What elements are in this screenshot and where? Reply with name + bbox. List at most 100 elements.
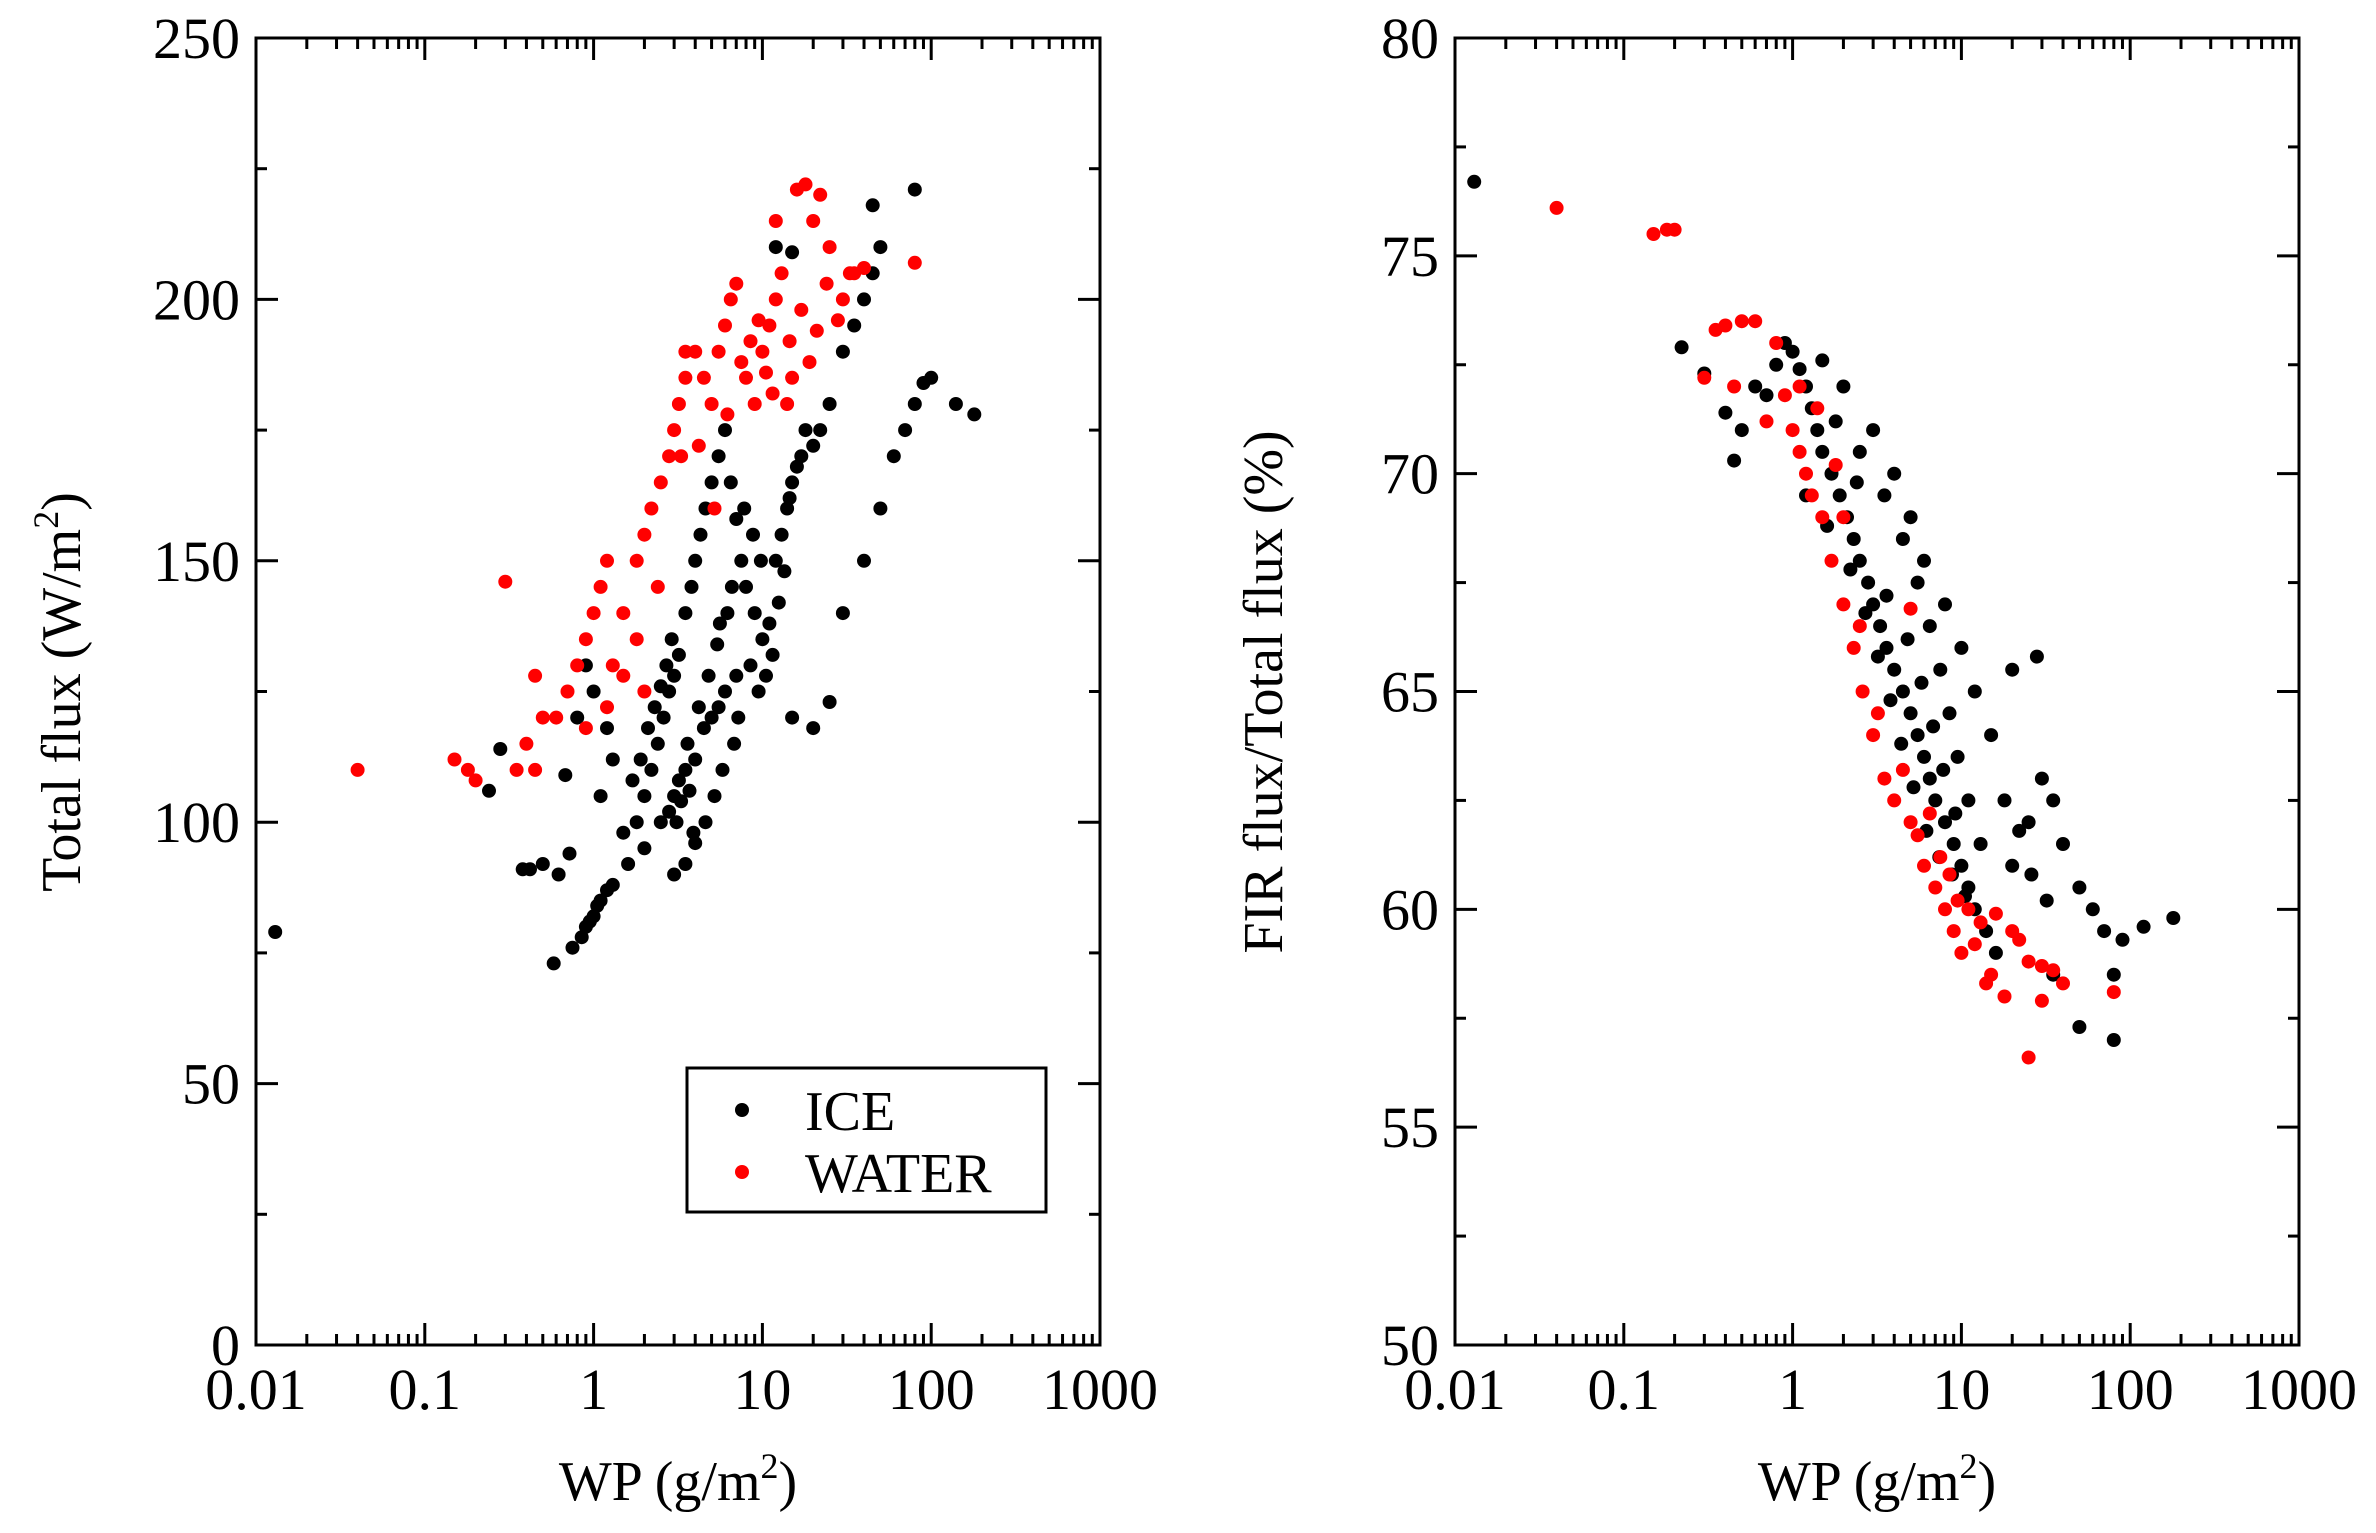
point-water (1870, 706, 1885, 721)
point-water (653, 475, 668, 490)
point-ice (1836, 379, 1851, 394)
point-water (755, 344, 770, 359)
point-water (1799, 466, 1813, 481)
point-ice (747, 606, 762, 621)
legend-label-water: WATER (805, 1143, 992, 1205)
point-ice (678, 606, 693, 621)
point-water (2021, 1050, 2036, 1065)
point-ice (729, 668, 744, 683)
point-water (696, 370, 711, 385)
point-water (747, 397, 762, 411)
legend: ICE WATER (685, 1066, 1048, 1214)
point-water (637, 684, 652, 699)
x-tick-label: 1000 (1042, 1357, 1158, 1422)
point-water (1928, 880, 1943, 895)
point-ice (724, 579, 739, 594)
point-water (711, 344, 726, 359)
point-water (1549, 200, 1564, 215)
point-water (528, 762, 543, 777)
point-ice (1922, 619, 1937, 634)
point-ice (857, 553, 871, 568)
point-ice (1810, 423, 1825, 438)
point-ice (1467, 174, 1482, 189)
point-water (691, 438, 706, 453)
y-tick-label: 50 (1381, 1313, 1439, 1378)
point-water (528, 668, 543, 683)
point-ice (1917, 553, 1931, 568)
x-tick-label: 1 (579, 1357, 608, 1422)
point-ice (693, 527, 708, 542)
point-ice (886, 449, 901, 464)
point-ice (593, 789, 608, 804)
point-ice (1718, 405, 1733, 420)
y-tick-label: 150 (153, 529, 240, 594)
point-water (2056, 976, 2070, 991)
point-ice (743, 658, 758, 673)
point-ice (1815, 353, 1830, 368)
point-ice (1815, 444, 1830, 459)
point-water (535, 710, 550, 725)
point-ice (1887, 662, 1902, 677)
point-ice (1973, 837, 1988, 851)
point-water (1950, 893, 1965, 908)
point-water (1938, 902, 1952, 917)
point-ice (707, 789, 722, 804)
point-ice (789, 459, 804, 474)
point-water (780, 397, 795, 411)
point-water (2106, 985, 2121, 1000)
point-ice (586, 909, 601, 924)
y-axis-label: Total flux (W/m2) (26, 492, 93, 892)
point-ice (794, 449, 809, 464)
x-tick-label: 10 (1932, 1357, 1990, 1422)
point-water (1984, 967, 1999, 982)
point-ice (762, 616, 777, 631)
point-ice (737, 501, 752, 516)
point-water (718, 318, 732, 333)
point-water (519, 736, 534, 751)
point-ice (586, 684, 601, 699)
point-water (2034, 993, 2049, 1008)
point-water (2012, 932, 2027, 947)
point-ice (774, 527, 789, 542)
point-ice (873, 240, 888, 255)
point-water (720, 407, 735, 422)
point-ice (2106, 967, 2121, 982)
point-water (1667, 222, 1682, 237)
point-ice (798, 423, 813, 438)
point-ice (1832, 488, 1847, 503)
point-ice (1877, 488, 1892, 503)
point-ice (2115, 932, 2130, 947)
point-water (586, 606, 601, 621)
point-ice (718, 423, 732, 438)
point-ice (686, 825, 701, 840)
point-ice (1883, 693, 1898, 708)
legend-label-ice: ICE (805, 1081, 895, 1143)
data-points (1467, 174, 2181, 1065)
point-water (857, 261, 871, 275)
point-ice (712, 616, 727, 631)
point-water (830, 313, 845, 328)
point-water (762, 318, 777, 333)
point-water (1836, 510, 1851, 525)
point-ice (637, 841, 652, 856)
point-ice (2029, 649, 2044, 664)
point-water (809, 323, 824, 338)
point-ice (653, 815, 668, 830)
point-ice (1938, 597, 1952, 612)
point-ice (653, 679, 668, 694)
point-water (774, 266, 789, 281)
point-ice (785, 245, 800, 260)
point-ice (593, 893, 608, 908)
point-water (802, 355, 817, 370)
x-tick-label: 0.01 (205, 1357, 307, 1422)
point-ice (731, 710, 746, 725)
point-ice (493, 742, 508, 756)
y-tick-label: 80 (1381, 6, 1439, 71)
point-water (600, 700, 614, 715)
point-ice (268, 925, 283, 939)
total-flux-panel: 0.01 0.1 1 10 100 1000 0 50 100 150 200 250 WP (g/m… (26, 6, 1158, 1513)
point-ice (727, 736, 742, 751)
point-ice (2005, 662, 2020, 677)
point-ice (678, 857, 693, 871)
point-ice (1961, 793, 1976, 808)
